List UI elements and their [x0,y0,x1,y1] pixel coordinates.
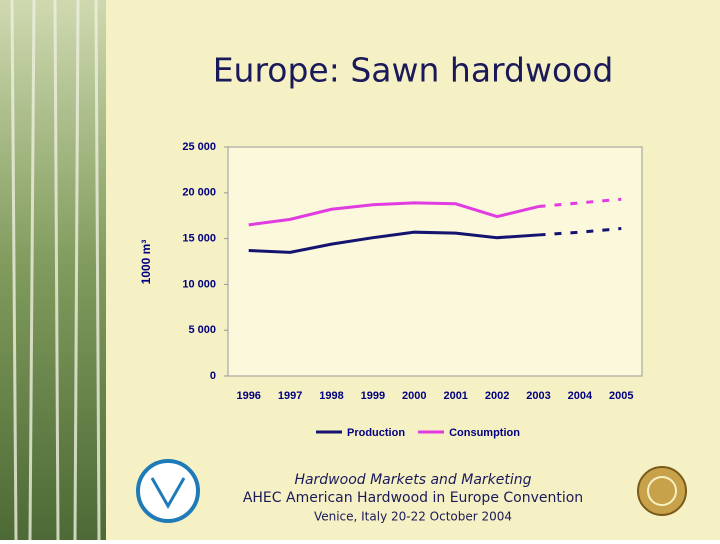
fao-logo [136,459,200,523]
footer-line: Venice, Italy 20-22 October 2004 [314,510,512,524]
x-tick-label: 1996 [236,390,260,402]
y-tick-label: 0 [210,370,216,382]
series-line-dashed [538,197,622,209]
tree-trunks [10,0,101,541]
x-tick-label: 2005 [609,390,633,402]
series-line [248,230,539,254]
x-tick-label: 2000 [402,390,426,402]
y-tick-label: 5 000 [188,324,216,336]
x-tick-label: 1999 [361,390,385,402]
un-logo-mark [647,476,677,506]
forest-image [0,0,106,540]
y-tick-label: 20 000 [182,187,216,199]
y-tick-label: 25 000 [182,141,216,153]
un-logo [637,466,687,516]
chart-title: Europe: Sawn hardwood [213,51,614,90]
legend-label: Production [347,427,405,439]
x-tick-label: 2004 [568,390,593,402]
legend-label: Consumption [449,427,520,439]
plot-area [227,146,643,377]
series-line [248,201,539,227]
y-tick-label: 10 000 [182,278,216,290]
y-axis-label: 1000 m³ [139,240,153,285]
x-tick-label: 2003 [526,390,550,402]
y-tick-label: 15 000 [182,233,216,245]
footer-line: AHEC American Hardwood in Europe Convent… [243,490,583,506]
x-tick-label: 1998 [319,390,343,402]
x-tick-label: 1997 [278,390,302,402]
footer-line: Hardwood Markets and Marketing [294,472,531,488]
x-tick-label: 2001 [443,390,467,402]
fao-logo-mark [150,477,186,510]
x-tick-label: 2002 [485,390,509,402]
series-line-dashed [538,227,622,237]
